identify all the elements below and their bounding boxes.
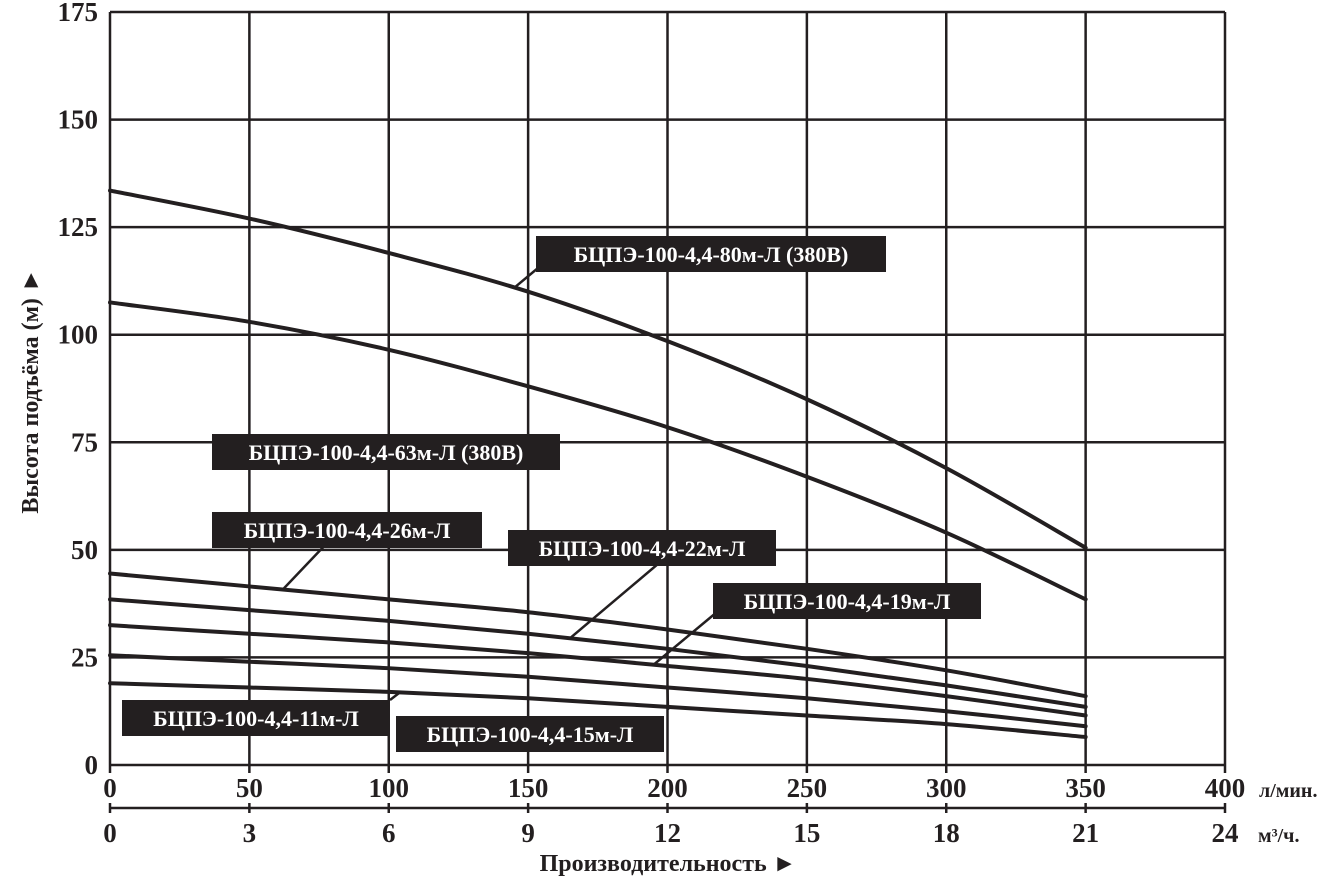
grid — [108, 10, 1227, 813]
series-label-leader — [513, 267, 539, 289]
x-axis-unit-secondary: м³/ч. — [1258, 825, 1299, 847]
series-label: БЦПЭ-100-4,4-80м-Л (380В) — [574, 242, 849, 267]
series-label-box — [212, 512, 482, 548]
x-tick-label-secondary: 6 — [382, 818, 396, 848]
series-label: БЦПЭ-100-4,4-22м-Л — [539, 536, 746, 561]
series-label-box — [536, 236, 886, 272]
series-label: БЦПЭ-100-4,4-11м-Л — [153, 706, 359, 731]
series-line-7 — [108, 681, 1088, 740]
series-label: БЦПЭ-100-4,4-63м-Л (380В) — [249, 440, 524, 465]
series-labels: БЦПЭ-100-4,4-80м-Л (380В) БЦПЭ-100-4,4-63… — [122, 236, 981, 752]
series-line-3 — [108, 571, 1088, 699]
series-label-leader — [281, 541, 329, 591]
x-tick-label-primary: 50 — [236, 773, 263, 803]
series-label-leader — [595, 404, 599, 408]
series-label-leader — [569, 557, 666, 640]
y-tick-label: 125 — [58, 212, 99, 242]
performance-curves — [108, 188, 1088, 740]
x-tick-label-secondary: 0 — [103, 818, 117, 848]
series-label-leader — [652, 611, 718, 666]
y-tick-label: 100 — [58, 320, 99, 350]
series-label-leader — [389, 691, 401, 701]
x-tick-label-primary: 300 — [926, 773, 967, 803]
series-label-box — [713, 583, 981, 619]
y-axis-title: Высота подъёма (м) ► — [18, 268, 44, 513]
series-label: БЦПЭ-100-4,4-26м-Л — [244, 518, 451, 543]
x-axis-title: Производительность ► — [540, 851, 797, 877]
series-label-box — [122, 700, 390, 736]
x-tick-label-primary: 250 — [787, 773, 828, 803]
series-line-4 — [108, 597, 1088, 709]
y-tick-label: 75 — [71, 427, 98, 457]
y-tick-label: 175 — [58, 0, 99, 27]
x-tick-label-primary: 200 — [647, 773, 688, 803]
series-label-box — [396, 716, 664, 752]
series-line-5 — [108, 623, 1088, 718]
x-axis-unit-primary: л/мин. — [1259, 780, 1317, 802]
y-tick-label: 50 — [71, 535, 98, 565]
series-label-box — [212, 434, 560, 470]
x-tick-label-secondary: 3 — [243, 818, 257, 848]
series-line-2 — [108, 300, 1088, 602]
x-tick-label-secondary: 12 — [654, 818, 681, 848]
series-line-1 — [108, 188, 1088, 550]
x-tick-label-secondary: 24 — [1212, 818, 1239, 848]
series-label-box — [508, 530, 776, 566]
series-label-leader — [666, 687, 670, 711]
x-tick-label-secondary: 9 — [521, 818, 535, 848]
y-tick-label: 25 — [71, 642, 98, 672]
x-tick-label-primary: 100 — [369, 773, 410, 803]
x-tick-label-primary: 150 — [508, 773, 549, 803]
x-tick-label-secondary: 15 — [793, 818, 820, 848]
y-tick-label: 0 — [85, 750, 99, 780]
x-tick-label-primary: 400 — [1205, 773, 1246, 803]
x-tick-label-secondary: 21 — [1072, 818, 1099, 848]
x-tick-label-primary: 0 — [103, 773, 117, 803]
x-tick-label-secondary: 18 — [933, 818, 960, 848]
y-tick-label: 150 — [58, 105, 99, 135]
series-label: БЦПЭ-100-4,4-19м-Л — [744, 589, 951, 614]
series-label: БЦПЭ-100-4,4-15м-Л — [427, 722, 634, 747]
series-line-6 — [108, 653, 1088, 729]
x-tick-label-primary: 350 — [1065, 773, 1106, 803]
